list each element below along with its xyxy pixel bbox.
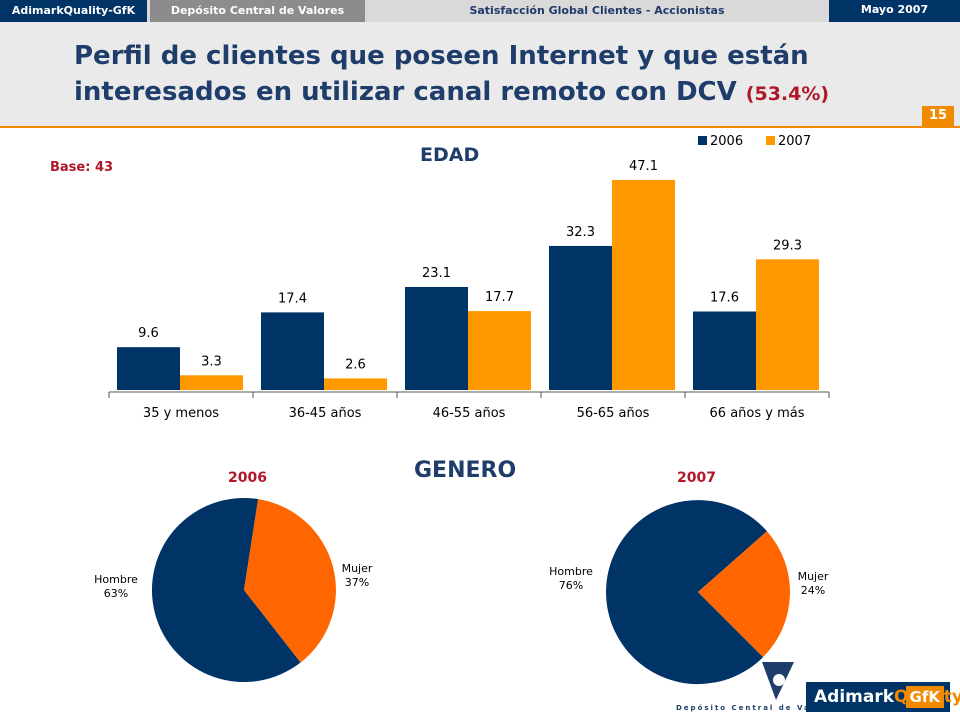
pie-pct-hombre: 63%	[104, 587, 128, 600]
title-divider	[0, 126, 960, 128]
pie-pct-mujer: 37%	[345, 576, 369, 589]
base-label: Base: 43	[50, 160, 114, 175]
legend-swatch-2007	[766, 136, 775, 145]
adimark-gfk-logo: AdimarkQuality GfK	[806, 682, 960, 712]
pie-label-hombre: Hombre	[549, 565, 593, 578]
bar-2007	[612, 179, 675, 390]
bar-value-label: 9.6	[138, 326, 159, 341]
pie-slice-hombre	[151, 498, 301, 683]
bar-value-label: 32.3	[566, 225, 595, 240]
pie-label-mujer: Mujer	[342, 562, 373, 575]
bar-2006	[117, 347, 180, 390]
pie-slice-mujer	[698, 531, 791, 658]
legend-label-2006: 2006	[710, 134, 743, 149]
bar-value-label: 2.6	[345, 357, 366, 372]
page-title-text: Perfil de clientes que poseen Internet y…	[74, 41, 809, 107]
bar-value-label: 47.1	[629, 159, 658, 174]
age-chart-title: EDAD	[420, 144, 480, 166]
dcv-logo-dot	[773, 674, 785, 686]
bar-value-label: 23.1	[422, 266, 451, 281]
logo-gfk: GfK	[905, 686, 944, 708]
bar-2007	[756, 259, 819, 390]
top-bar: AdimarkQuality-GfK Depósito Central de V…	[0, 0, 960, 22]
bar-2006	[549, 245, 612, 390]
bar-2007	[324, 378, 387, 390]
bar-2007	[468, 311, 531, 390]
legend-swatch-2006	[698, 136, 707, 145]
page-number: 15	[922, 106, 954, 126]
bar-value-label: 17.6	[710, 291, 739, 306]
pie-label-hombre: Hombre	[94, 573, 138, 586]
bar-value-label: 17.7	[485, 290, 514, 305]
x-tick-label: 35 y menos	[143, 406, 219, 421]
bar-2006	[405, 286, 468, 390]
bar-2007	[180, 375, 243, 390]
pie-pct-hombre: 76%	[559, 579, 583, 592]
client-tab: Depósito Central de Valores	[150, 0, 365, 22]
pie-label-mujer: Mujer	[798, 570, 829, 583]
title-band	[0, 22, 960, 126]
x-tick-label: 56-65 años	[577, 406, 650, 421]
dcv-logo-caption: Depósito Central de Valores	[676, 704, 841, 712]
pie-slice-mujer	[244, 499, 336, 663]
bar-value-label: 3.3	[201, 354, 222, 369]
bar-2006	[261, 312, 324, 390]
pie-slice-hombre	[606, 500, 767, 685]
x-tick-label: 46-55 años	[433, 406, 506, 421]
x-tick-label: 66 años y más	[710, 406, 805, 421]
date-tab: Mayo 2007	[829, 0, 960, 22]
bar-2006	[693, 311, 756, 390]
pie-2007-year: 2007	[677, 470, 716, 486]
dcv-logo	[762, 662, 794, 700]
brand-tab: AdimarkQuality-GfK	[0, 0, 147, 22]
bar-value-label: 29.3	[773, 238, 802, 253]
pie-2006-year: 2006	[228, 470, 267, 486]
page-title: Perfil de clientes que poseen Internet y…	[74, 38, 914, 112]
legend-label-2007: 2007	[778, 134, 811, 149]
gender-section-title: GENERO	[414, 458, 517, 483]
bar-value-label: 17.4	[278, 291, 307, 306]
pie-pct-mujer: 24%	[801, 584, 825, 597]
x-tick-label: 36-45 años	[289, 406, 362, 421]
page-title-percentage: (53.4%)	[745, 83, 830, 105]
logo-adimark: Adimark	[814, 687, 895, 707]
study-title: Satisfacción Global Clientes - Accionist…	[469, 4, 725, 17]
